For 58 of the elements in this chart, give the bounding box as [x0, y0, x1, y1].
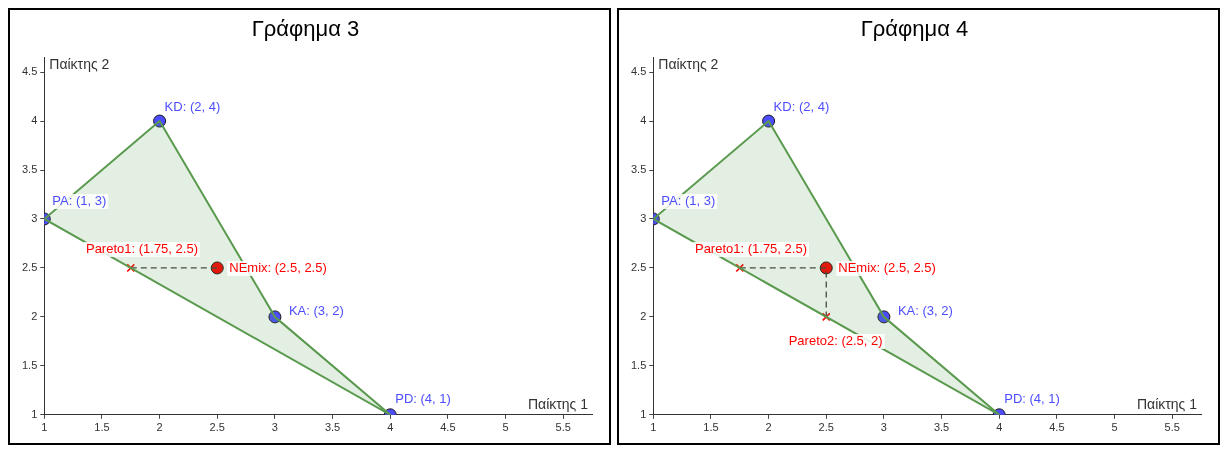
data-label: NEmix: (2.5, 2.5)	[838, 259, 936, 275]
x-tick-label: 2	[765, 421, 772, 434]
data-label: KA: (3, 2)	[897, 302, 953, 318]
x-tick-label: 4.5	[1049, 421, 1065, 434]
chart-title: Γράφημα 4	[860, 16, 969, 42]
x-tick-label: 5.5	[555, 421, 571, 434]
x-tick-label: 5	[1111, 421, 1118, 434]
y-axis-title: Παίκτης 2	[658, 56, 719, 73]
x-tick-label: 5.5	[1164, 421, 1180, 434]
x-tick-label: 2	[156, 421, 163, 434]
y-axis-title: Παίκτης 2	[49, 56, 110, 73]
point	[821, 312, 831, 322]
y-tick-label: 2	[640, 309, 647, 322]
y-tick-label: 1	[31, 407, 38, 420]
y-tick-label: 4	[640, 114, 647, 127]
data-label: Pareto1: (1.75, 2.5)	[85, 240, 198, 256]
data-label: KD: (2, 4)	[164, 99, 221, 115]
x-tick-label: 1.5	[94, 421, 110, 434]
data-label: PA: (1, 3)	[661, 192, 716, 208]
x-axis-title: Παίκτης 1	[1136, 395, 1198, 412]
data-label: KD: (2, 4)	[773, 99, 830, 115]
point	[126, 263, 136, 273]
x-tick-label: 2.5	[209, 421, 225, 434]
x-tick-label: 1.5	[703, 421, 719, 434]
y-tick-label: 4	[31, 114, 38, 127]
y-tick-label: 2.5	[630, 260, 647, 273]
y-tick-label: 3.5	[21, 163, 38, 176]
x-tick-label: 3.5	[324, 421, 341, 434]
data-label: PD: (4, 1)	[395, 390, 451, 406]
x-tick-label: 3	[880, 421, 887, 434]
x-tick-label: 2.5	[818, 421, 834, 434]
data-label: PD: (4, 1)	[1004, 390, 1060, 406]
y-tick-label: 2	[31, 309, 38, 322]
x-tick-label: 1	[650, 421, 657, 434]
y-tick-label: 3	[31, 212, 38, 224]
x-tick-label: 4	[387, 421, 394, 434]
y-tick-label: 1	[640, 407, 647, 420]
data-label: NEmix: (2.5, 2.5)	[229, 259, 327, 275]
y-tick-label: 3.5	[630, 163, 647, 176]
x-tick-label: 1	[41, 421, 48, 434]
data-label: KA: (3, 2)	[288, 302, 344, 318]
x-axis-title: Παίκτης 1	[527, 395, 589, 412]
x-tick-label: 5	[502, 421, 509, 434]
y-tick-label: 4.5	[21, 65, 38, 78]
y-tick-label: 1.5	[21, 358, 38, 371]
point	[735, 263, 745, 273]
data-label: PA: (1, 3)	[52, 192, 107, 208]
chart-title: Γράφημα 3	[251, 16, 360, 42]
y-tick-label: 2.5	[21, 260, 38, 273]
y-tick-label: 4.5	[630, 65, 647, 78]
x-tick-label: 4	[996, 421, 1003, 434]
y-tick-label: 3	[640, 212, 647, 224]
x-tick-label: 3	[271, 421, 278, 434]
y-tick-label: 1.5	[630, 358, 647, 371]
x-tick-label: 3.5	[933, 421, 950, 434]
x-tick-label: 4.5	[440, 421, 456, 434]
data-label: Pareto2: (2.5, 2)	[788, 332, 883, 348]
data-label: Pareto1: (1.75, 2.5)	[694, 240, 807, 256]
